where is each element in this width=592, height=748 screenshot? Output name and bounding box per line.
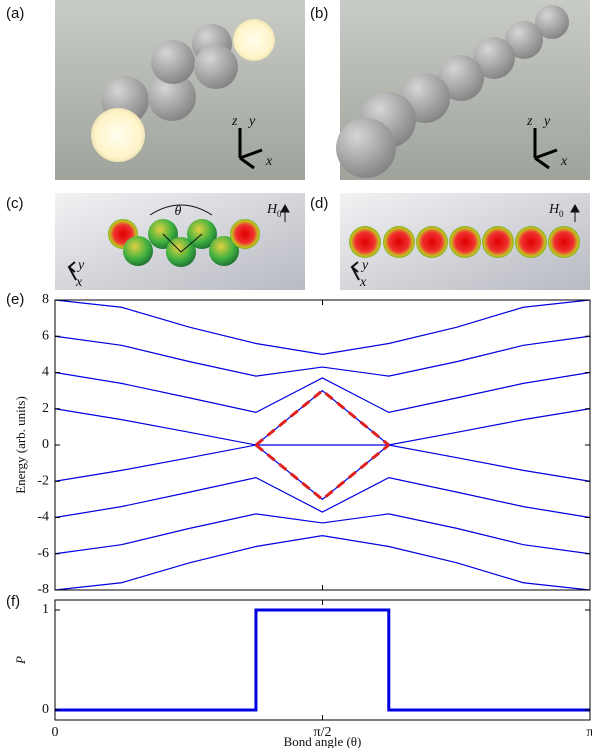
axis-letter: y <box>76 258 85 273</box>
axis-letter: x <box>359 275 367 290</box>
y-tick-label: 8 <box>42 292 49 307</box>
line <box>55 478 590 518</box>
y-axis-label: P <box>13 656 28 665</box>
panel-label: (d) <box>310 195 328 212</box>
line <box>55 610 590 710</box>
panel-label: (a) <box>6 5 24 22</box>
field-subscript: 0 <box>559 209 564 219</box>
y-tick-label: 4 <box>42 365 49 380</box>
x-tick-label: π <box>586 725 592 740</box>
panel-label: (c) <box>6 195 24 212</box>
x-axis-label: Bond angle (θ) <box>284 734 362 748</box>
x-tick-label: 0 <box>52 725 59 740</box>
lit-sphere <box>91 108 145 162</box>
axis-letter: x <box>560 154 568 169</box>
axis-letter: z <box>526 114 533 129</box>
edge-state <box>256 391 389 445</box>
sphere <box>416 226 448 258</box>
panel-a <box>55 0 305 180</box>
sphere <box>482 226 514 258</box>
axis-letter: y <box>360 258 369 273</box>
sphere <box>123 236 153 266</box>
sphere <box>548 226 580 258</box>
sphere <box>151 40 195 84</box>
sphere <box>383 226 415 258</box>
sphere <box>336 118 396 178</box>
line <box>55 300 590 354</box>
axis-letter: y <box>247 114 256 129</box>
field-subscript: 0 <box>277 209 282 219</box>
y-tick-label: 6 <box>42 328 49 343</box>
y-tick-label: -2 <box>37 473 49 488</box>
axis-letter: x <box>265 154 273 169</box>
axis-letter: y <box>542 114 551 129</box>
sphere <box>515 226 547 258</box>
figure: (a) (b) (c) (d) z y x z y x θ H 0 y x H … <box>0 0 592 748</box>
line <box>55 373 590 413</box>
panel-label: (f) <box>6 593 20 610</box>
y-tick-label: 2 <box>42 401 49 416</box>
sphere <box>194 45 238 89</box>
lit-sphere <box>233 19 275 61</box>
y-tick-label: -4 <box>37 510 49 525</box>
edge-state <box>256 445 389 499</box>
line <box>55 445 590 499</box>
panel-label: (b) <box>310 5 328 22</box>
line <box>55 336 590 376</box>
y-tick-label: -8 <box>37 582 49 597</box>
line <box>55 514 590 554</box>
y-axis-label: Energy (arb. units) <box>13 396 28 494</box>
y-tick-label: 0 <box>42 702 49 717</box>
plot-frame <box>55 600 590 720</box>
y-tick-label: -6 <box>37 546 49 561</box>
sphere <box>449 226 481 258</box>
line <box>55 391 590 445</box>
axis-letter: z <box>231 114 238 129</box>
y-tick-label: 1 <box>42 602 49 617</box>
axis-letter: x <box>75 275 83 290</box>
line <box>55 536 590 590</box>
y-tick-label: 0 <box>42 437 49 452</box>
sphere <box>349 226 381 258</box>
panel-label: (e) <box>6 291 24 308</box>
angle-label: θ <box>175 204 182 219</box>
sphere <box>230 219 260 249</box>
